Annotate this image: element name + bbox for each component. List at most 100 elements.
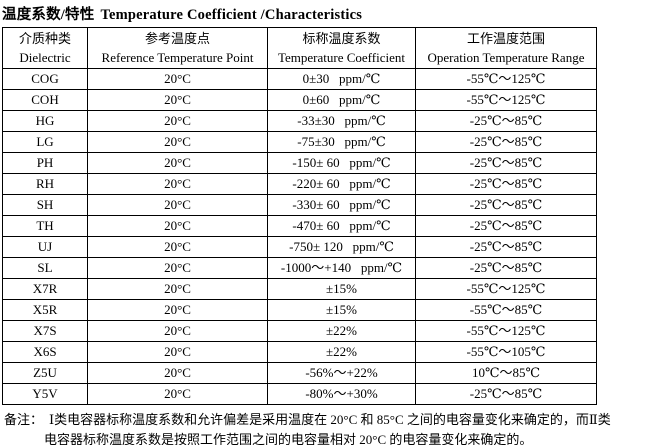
- table-cell: -55℃～125℃: [415, 89, 597, 111]
- table-row: TH 20°C -470± 60 ppm/℃ -25℃～85℃: [2, 215, 597, 237]
- table-cell: 20°C: [87, 320, 268, 342]
- footnote-text-2: 电容器标称温度系数是按照工作范围之间的电容量相对 20°C 的电容量变化来确定的…: [44, 432, 533, 445]
- table-row: SL 20°C -1000～+140 ppm/℃ -25℃～85℃: [2, 257, 597, 279]
- title-chinese: 温度系数/特性: [2, 7, 95, 23]
- column-header: 标称温度系数 Temperature Coefficient: [267, 27, 416, 69]
- table-cell: -25℃～85℃: [415, 236, 597, 258]
- table-row: PH 20°C -150± 60 ppm/℃ -25℃～85℃: [2, 152, 597, 174]
- table-cell: TH: [2, 215, 88, 237]
- table-cell: -55℃～125℃: [415, 320, 597, 342]
- table-cell: 20°C: [87, 131, 268, 153]
- table-cell: -56%～+22%: [267, 362, 416, 384]
- table-cell: PH: [2, 152, 88, 174]
- page-title: 温度系数/特性 Temperature Coefficient /Characte…: [2, 3, 672, 24]
- table-row: Y5V 20°C -80%～+30% -25℃～85℃: [2, 383, 597, 405]
- table-cell: 20°C: [87, 110, 268, 132]
- temperature-coefficient-table: 介质种类 Dielectric 参考温度点 Reference Temperature…: [2, 27, 597, 405]
- table-cell: -55℃～125℃: [415, 68, 597, 90]
- table-cell: 20°C: [87, 341, 268, 363]
- column-header-english: Operation Temperature Range: [427, 50, 585, 65]
- table-cell: 20°C: [87, 383, 268, 405]
- footnote-line-1: 备注： Ⅰ类电容器标称温度系数和允许偏差是采用温度在 20°C 和 85°C 之间…: [4, 410, 672, 430]
- column-header-chinese: 参考温度点: [144, 31, 210, 46]
- table-cell: 20°C: [87, 215, 268, 237]
- table-row: COG 20°C 0±30 ppm/℃ -55℃～125℃: [2, 68, 597, 90]
- table-cell: 0±30 ppm/℃: [267, 68, 416, 90]
- footnote: 备注： Ⅰ类电容器标称温度系数和允许偏差是采用温度在 20°C 和 85°C 之间…: [4, 410, 672, 445]
- table-row: LG 20°C -75±30 ppm/℃ -25℃～85℃: [2, 131, 597, 153]
- table-cell: 20°C: [87, 299, 268, 321]
- table-cell: X6S: [2, 341, 88, 363]
- header-row: 介质种类 Dielectric 参考温度点 Reference Temperature…: [2, 27, 597, 69]
- table-cell: -1000～+140 ppm/℃: [267, 257, 416, 279]
- table-cell: ±22%: [267, 320, 416, 342]
- table-cell: -80%～+30%: [267, 383, 416, 405]
- table-cell: -25℃～85℃: [415, 194, 597, 216]
- table-row: RH 20°C -220± 60 ppm/℃ -25℃～85℃: [2, 173, 597, 195]
- table-cell: X5R: [2, 299, 88, 321]
- table-row: X6S 20°C ±22% -55℃～105℃: [2, 341, 597, 363]
- table-cell: -750± 120 ppm/℃: [267, 236, 416, 258]
- table-cell: -25℃～85℃: [415, 152, 597, 174]
- table-cell: UJ: [2, 236, 88, 258]
- column-header-chinese: 标称温度系数: [302, 31, 381, 46]
- table-cell: RH: [2, 173, 88, 195]
- table-row: X7S 20°C ±22% -55℃～125℃: [2, 320, 597, 342]
- table-cell: 20°C: [87, 68, 268, 90]
- table-cell: 20°C: [87, 173, 268, 195]
- table-cell: -25℃～85℃: [415, 383, 597, 405]
- table-cell: 0±60 ppm/℃: [267, 89, 416, 111]
- column-header-chinese: 工作温度范围: [466, 31, 545, 46]
- table-cell: 20°C: [87, 152, 268, 174]
- table-cell: SL: [2, 257, 88, 279]
- footnote-text-1: Ⅰ类电容器标称温度系数和允许偏差是采用温度在 20°C 和 85°C 之间的电容…: [49, 412, 611, 427]
- column-header-english: Reference Temperature Point: [101, 50, 254, 65]
- table-cell: -55℃～105℃: [415, 341, 597, 363]
- table-cell: COG: [2, 68, 88, 90]
- table-cell: ±22%: [267, 341, 416, 363]
- table-cell: -75±30 ppm/℃: [267, 131, 416, 153]
- column-header: 介质种类 Dielectric: [2, 27, 88, 69]
- table-cell: LG: [2, 131, 88, 153]
- table-cell: 20°C: [87, 362, 268, 384]
- table-row: Z5U 20°C -56%～+22% 10℃～85℃: [2, 362, 597, 384]
- table-cell: -25℃～85℃: [415, 215, 597, 237]
- table-row: UJ 20°C -750± 120 ppm/℃ -25℃～85℃: [2, 236, 597, 258]
- table-row: X7R 20°C ±15% -55℃～125℃: [2, 278, 597, 300]
- table-cell: Y5V: [2, 383, 88, 405]
- table-cell: -150± 60 ppm/℃: [267, 152, 416, 174]
- table-cell: -330± 60 ppm/℃: [267, 194, 416, 216]
- table-cell: Z5U: [2, 362, 88, 384]
- column-header: 工作温度范围 Operation Temperature Range: [415, 27, 597, 69]
- table-cell: HG: [2, 110, 88, 132]
- table-cell: -470± 60 ppm/℃: [267, 215, 416, 237]
- table-row: HG 20°C -33±30 ppm/℃ -25℃～85℃: [2, 110, 597, 132]
- column-header-english: Temperature Coefficient: [278, 50, 405, 65]
- table-cell: X7S: [2, 320, 88, 342]
- footnote-label: 备注：: [4, 412, 44, 427]
- table-row: X5R 20°C ±15% -55℃～85℃: [2, 299, 597, 321]
- table-cell: ±15%: [267, 299, 416, 321]
- column-header-english: Dielectric: [19, 50, 71, 65]
- table-cell: X7R: [2, 278, 88, 300]
- table-cell: -220± 60 ppm/℃: [267, 173, 416, 195]
- table-header: 介质种类 Dielectric 参考温度点 Reference Temperature…: [2, 27, 597, 69]
- table-cell: 20°C: [87, 89, 268, 111]
- table-cell: 20°C: [87, 278, 268, 300]
- table-cell: 10℃～85℃: [415, 362, 597, 384]
- column-header: 参考温度点 Reference Temperature Point: [87, 27, 268, 69]
- table-row: COH 20°C 0±60 ppm/℃ -55℃～125℃: [2, 89, 597, 111]
- table-cell: SH: [2, 194, 88, 216]
- column-header-chinese: 介质种类: [18, 31, 71, 46]
- table-cell: -25℃～85℃: [415, 131, 597, 153]
- title-english: Temperature Coefficient /Characteristics: [100, 7, 363, 23]
- table-cell: -25℃～85℃: [415, 257, 597, 279]
- table-cell: -55℃～85℃: [415, 299, 597, 321]
- table-cell: -33±30 ppm/℃: [267, 110, 416, 132]
- table-cell: COH: [2, 89, 88, 111]
- table-cell: -55℃～125℃: [415, 278, 597, 300]
- table-body: COG 20°C 0±30 ppm/℃ -55℃～125℃ COH 20°C 0±60 pp…: [2, 68, 597, 405]
- table-cell: ±15%: [267, 278, 416, 300]
- table-cell: -25℃～85℃: [415, 173, 597, 195]
